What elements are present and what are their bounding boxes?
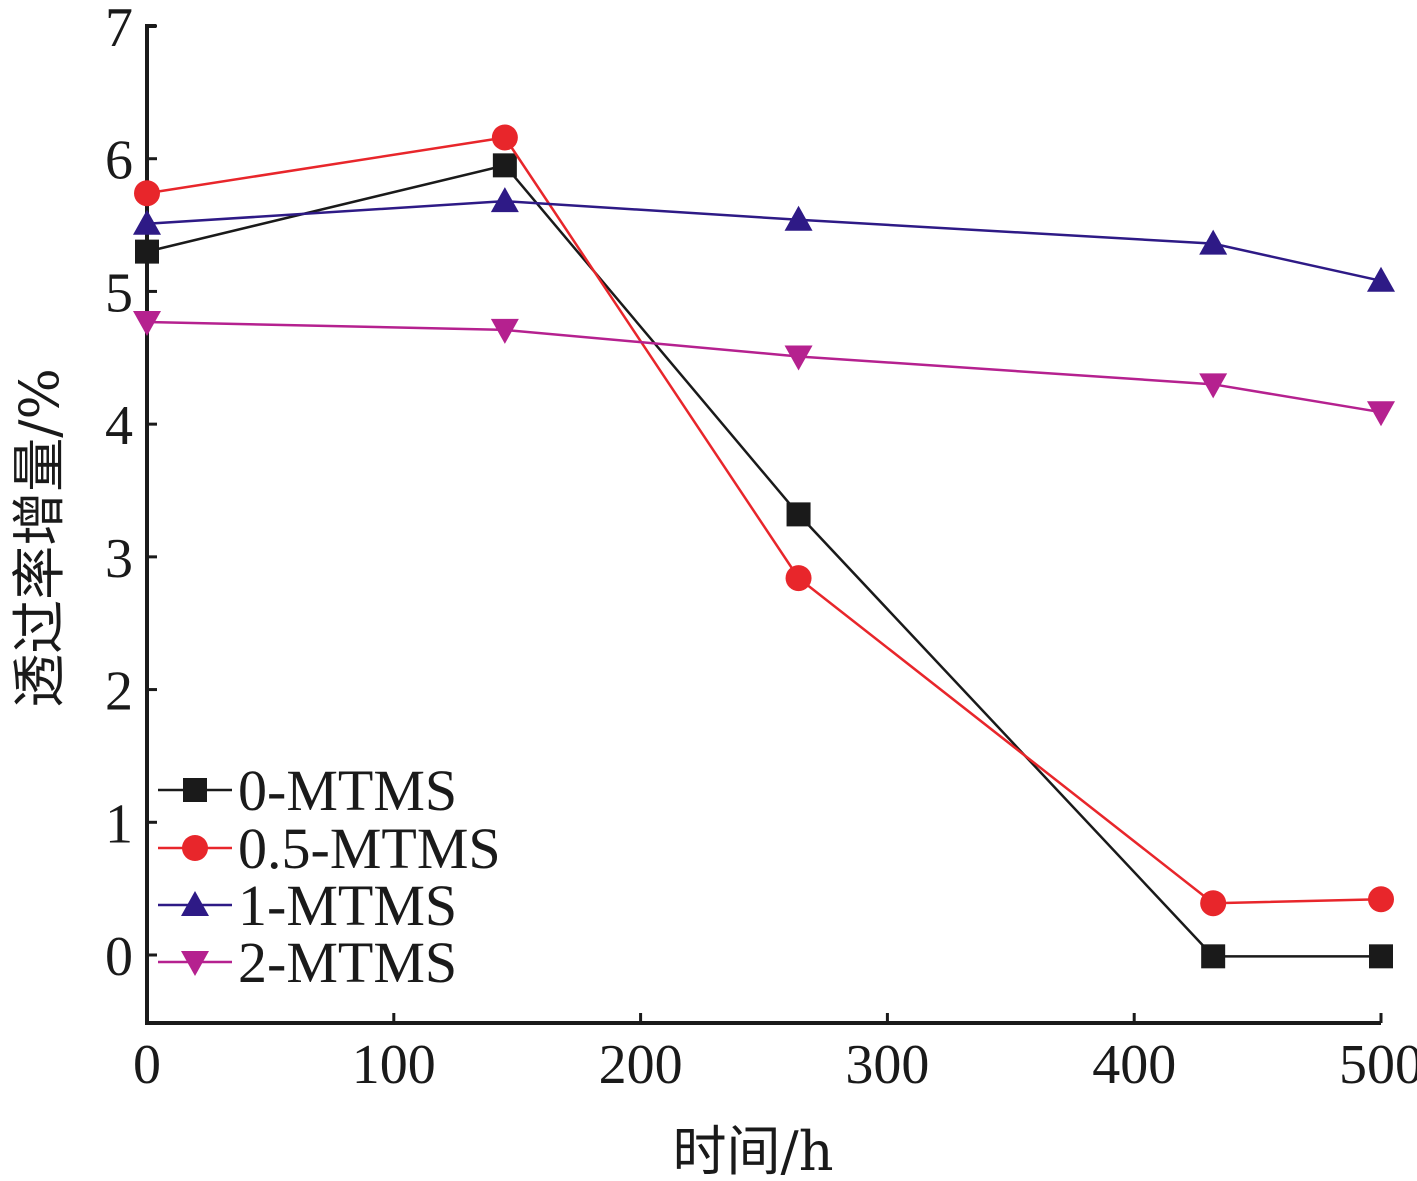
x-tick-label: 0 <box>133 1034 161 1096</box>
x-tick-label: 300 <box>845 1034 929 1096</box>
y-tick-label: 2 <box>105 661 133 723</box>
series-1-MTMS <box>133 187 1395 292</box>
legend-item: 0.5-MTMS <box>158 816 501 881</box>
series-layer <box>133 124 1395 969</box>
y-tick-label: 3 <box>105 528 133 590</box>
series-2-MTMS <box>133 310 1395 427</box>
y-tick-label: 0 <box>105 926 133 988</box>
legend-label: 2-MTMS <box>238 930 457 995</box>
data-point <box>785 565 812 592</box>
data-point <box>784 345 813 371</box>
data-point <box>134 180 160 207</box>
x-tick-label: 200 <box>599 1034 683 1096</box>
x-tick-label: 400 <box>1092 1034 1176 1096</box>
data-point <box>1199 229 1228 255</box>
y-tick-label: 5 <box>105 262 133 324</box>
x-tick-label: 100 <box>352 1034 436 1096</box>
y-axis-title: 透过率增量/% <box>8 368 71 708</box>
y-tick-label: 6 <box>105 130 133 192</box>
y-tick-label: 1 <box>105 793 133 855</box>
legend-item: 2-MTMS <box>158 930 457 995</box>
data-point <box>1201 944 1226 969</box>
data-point <box>133 310 161 336</box>
data-point <box>1367 401 1395 427</box>
data-point <box>491 124 518 151</box>
data-point <box>490 318 519 344</box>
series-0.5-MTMS <box>134 124 1394 917</box>
data-point <box>1368 886 1394 913</box>
data-point <box>490 187 519 213</box>
y-tick-label: 4 <box>105 395 133 457</box>
data-point <box>1199 373 1228 399</box>
data-point <box>786 502 811 527</box>
y-tick-label: 7 <box>105 0 133 59</box>
data-point <box>1369 944 1393 969</box>
legend-label: 1-MTMS <box>238 873 457 938</box>
series-0-MTMS <box>135 153 1393 969</box>
legend-marker <box>182 835 208 861</box>
legend-item: 1-MTMS <box>158 873 457 938</box>
x-tick-label: 500 <box>1339 1034 1417 1096</box>
legend-item: 0-MTMS <box>158 758 457 823</box>
data-point <box>1367 266 1395 292</box>
series-line <box>146 320 1382 414</box>
legend-label: 0-MTMS <box>238 758 457 823</box>
legend-marker <box>181 891 209 916</box>
axes: 0 1 2 3 4 5 6 7 0 100 200 300 400 500 <box>105 0 1417 1096</box>
data-point <box>135 239 159 264</box>
legend-marker <box>181 951 209 976</box>
data-point <box>784 205 813 231</box>
legend-label: 0.5-MTMS <box>238 816 501 881</box>
data-point <box>133 209 161 235</box>
series-line <box>146 199 1382 283</box>
x-axis-title: 时间/h <box>673 1120 834 1181</box>
data-point <box>492 153 517 178</box>
legend-marker <box>183 778 207 802</box>
data-point <box>1200 890 1227 917</box>
